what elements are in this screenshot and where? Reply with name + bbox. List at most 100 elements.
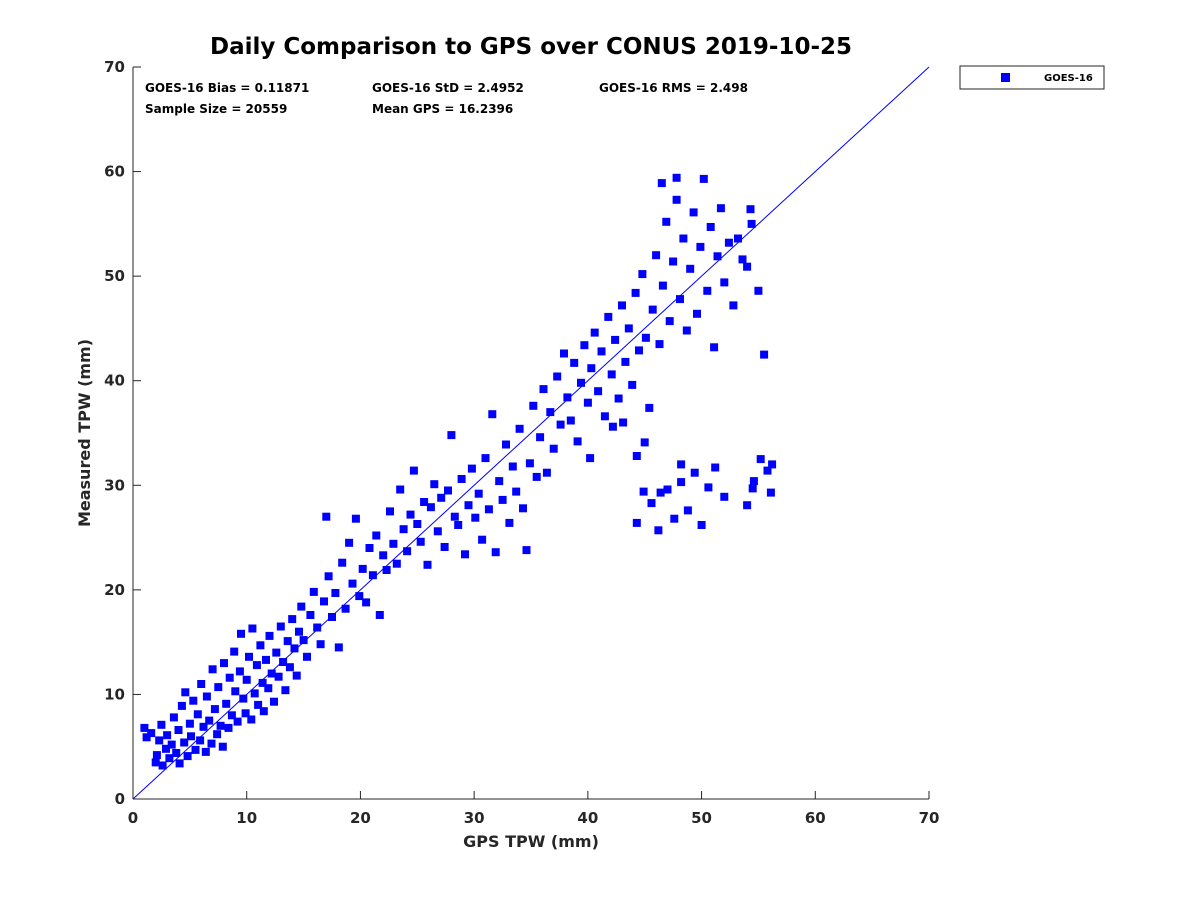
data-point [250,689,259,698]
data-point [766,488,775,497]
data-point [748,484,757,493]
data-point [656,488,665,497]
data-point [724,238,733,247]
data-point [464,501,473,510]
data-point [580,341,589,350]
data-point [189,696,198,705]
data-point [285,663,294,672]
data-point [686,264,695,273]
data-point [677,460,686,469]
data-point [158,761,167,770]
data-point [303,652,311,661]
data-point [183,752,192,761]
data-point [218,742,227,751]
data-point [167,740,176,749]
data-point [306,611,315,619]
data-point [413,520,422,528]
y-tick-label: 20 [104,581,125,599]
data-point [162,744,170,753]
data-points [140,173,777,770]
data-point [181,688,190,697]
data-point [756,455,765,464]
y-axis-label: Measured TPW (mm) [75,339,94,527]
data-point [297,602,306,611]
legend: GOES-16 [959,65,1105,90]
data-point [563,393,572,402]
data-point [185,719,194,728]
data-point [549,444,558,453]
data-point [292,671,301,680]
data-point [532,472,541,481]
data-point [382,566,391,574]
data-point [437,493,446,502]
data-point [362,598,371,607]
data-point [676,295,684,304]
data-point [525,459,534,468]
data-point [710,343,719,352]
data-point [165,754,174,763]
data-point [706,223,715,231]
data-point [573,437,582,446]
data-point [233,717,242,726]
data-point [481,454,490,463]
x-tick-label: 20 [350,809,371,827]
data-point [556,420,565,429]
data-point [262,655,270,664]
data-point [566,416,575,425]
data-point [467,464,476,473]
stat-annotation: GOES-16 RMS = 2.498 [599,81,748,95]
data-point [632,452,641,460]
data-point [239,694,248,703]
data-point [345,538,354,547]
data-point [313,623,322,632]
data-point [763,466,772,475]
data-point [237,629,245,638]
data-point [341,604,350,613]
data-point [299,636,308,645]
data-point [256,641,265,650]
data-point [491,548,500,557]
data-point [191,745,200,754]
data-point [553,372,562,381]
data-point [324,572,333,581]
data-point [331,589,340,597]
data-point [290,644,299,653]
data-point [409,466,418,475]
data-point [288,615,297,624]
data-point [177,701,186,710]
data-point [484,505,493,514]
data-point [657,179,666,188]
data-point [749,477,758,486]
data-point [577,378,585,387]
data-point [230,647,239,656]
data-point [699,174,708,183]
data-point [392,559,401,568]
data-point [379,551,388,560]
data-point [682,326,691,335]
data-point [618,301,626,310]
data-point [389,539,398,548]
data-point [677,478,686,487]
data-point [768,460,777,469]
data-point [697,521,706,529]
data-point [640,438,649,447]
data-point [227,711,236,720]
data-point [197,680,206,688]
data-point [546,408,555,417]
data-point [399,525,408,534]
data-point [619,418,628,427]
data-point [334,643,343,652]
data-point [604,312,613,321]
data-point [157,720,166,729]
data-point [704,483,713,492]
x-tick-label: 0 [128,809,138,827]
data-point [224,723,233,732]
data-point [621,357,630,366]
data-point [663,485,672,494]
y-tick-label: 10 [104,685,125,703]
data-point [586,454,595,463]
data-point [689,208,698,217]
data-point [433,527,442,536]
data-point [140,723,149,732]
data-point [638,270,647,279]
